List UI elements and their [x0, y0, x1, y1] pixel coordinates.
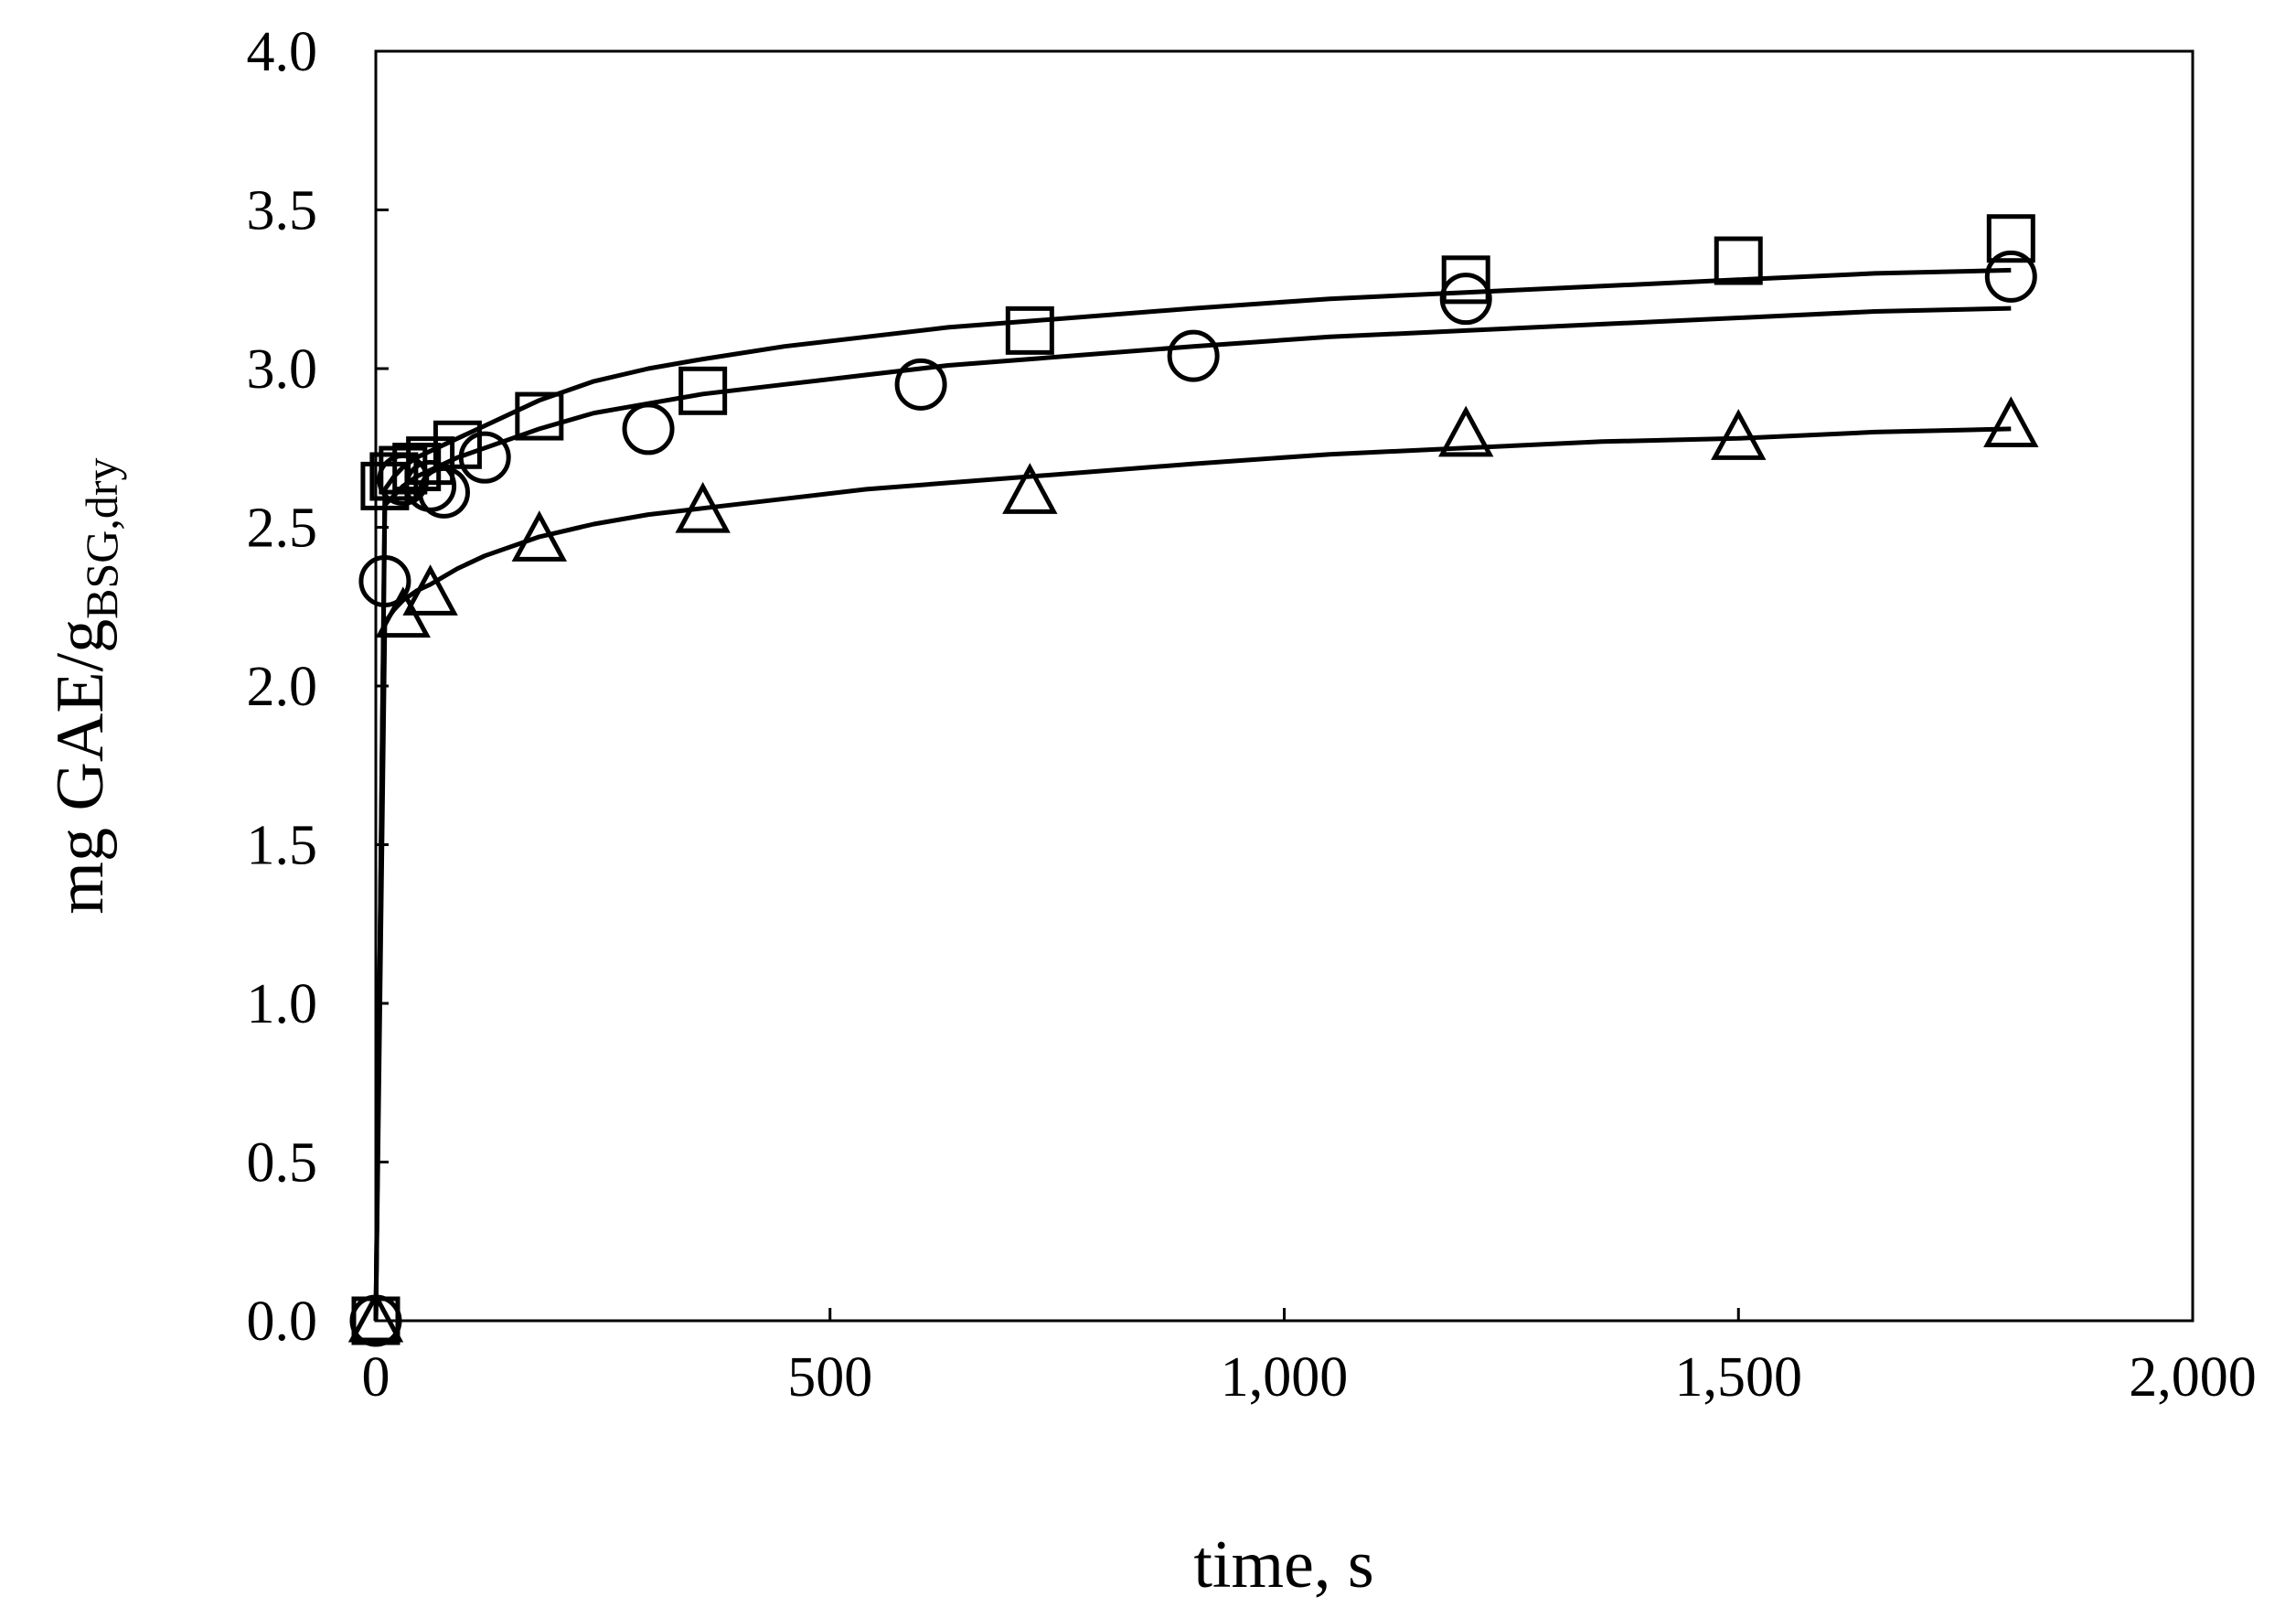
circle-marker [458, 431, 511, 484]
triangle-marker [402, 564, 458, 616]
x-tick-label: 1,500 [1675, 1346, 1803, 1409]
y-axis-ticks: 0.0 0.5 1.0 1.5 2.0 2.5 3.0 3.5 4.0 [247, 21, 389, 1353]
circle-marker [622, 402, 675, 455]
triangle-marker [511, 510, 568, 562]
y-tick-label: 2.5 [247, 498, 318, 560]
circle-marker [1439, 273, 1492, 326]
y-tick-label: 3.0 [247, 338, 318, 401]
y-tick-label: 4.0 [247, 21, 318, 83]
y-axis-title-main: mg GAE/g [43, 619, 118, 915]
data-markers [347, 214, 2039, 1347]
circle-marker [1167, 329, 1220, 382]
x-axis-ticks: 0 500 1,000 1,500 2,000 [362, 1308, 2257, 1409]
y-tick-label: 1.5 [247, 815, 318, 877]
x-tick-label: 0 [362, 1346, 390, 1409]
triangle-marker [675, 481, 731, 533]
circle-marker [894, 358, 947, 411]
triangle-marker [1438, 405, 1494, 457]
square-marker [1714, 236, 1763, 285]
fit-curve-triangle [373, 426, 2012, 1322]
fit-curve-square [373, 267, 2012, 1322]
x-tick-label: 500 [787, 1346, 872, 1409]
square-marker [1986, 214, 2035, 263]
square-marker [678, 366, 728, 415]
triangle-marker [1711, 409, 1767, 460]
triangle-marker [347, 1291, 404, 1343]
y-tick-label: 3.5 [247, 180, 318, 242]
square-marker [406, 436, 455, 486]
circle-marker [1984, 250, 2037, 303]
y-axis-title-subscript: BSG,dry [76, 457, 127, 618]
circle-marker [358, 554, 411, 607]
y-tick-label: 2.0 [247, 656, 318, 718]
square-marker [433, 420, 482, 469]
y-axis-title: mg GAE/gBSG,dry [43, 457, 127, 914]
square-marker [1005, 305, 1054, 355]
fit-curve-circle [373, 305, 2012, 1322]
square-marker [515, 391, 564, 441]
y-tick-label: 1.0 [247, 973, 318, 1035]
y-tick-label: 0.5 [247, 1132, 318, 1195]
x-tick-label: 1,000 [1221, 1346, 1349, 1409]
x-axis-title: time, s [1193, 1527, 1373, 1602]
triangle-marker [1002, 463, 1058, 514]
y-tick-label: 0.0 [247, 1291, 318, 1353]
square-marker [1441, 255, 1490, 305]
fit-curves [373, 267, 2012, 1322]
triangle-marker [1983, 396, 2039, 447]
circle-marker [418, 466, 471, 519]
circle-marker [377, 453, 430, 506]
x-tick-label: 2,000 [2129, 1346, 2257, 1409]
